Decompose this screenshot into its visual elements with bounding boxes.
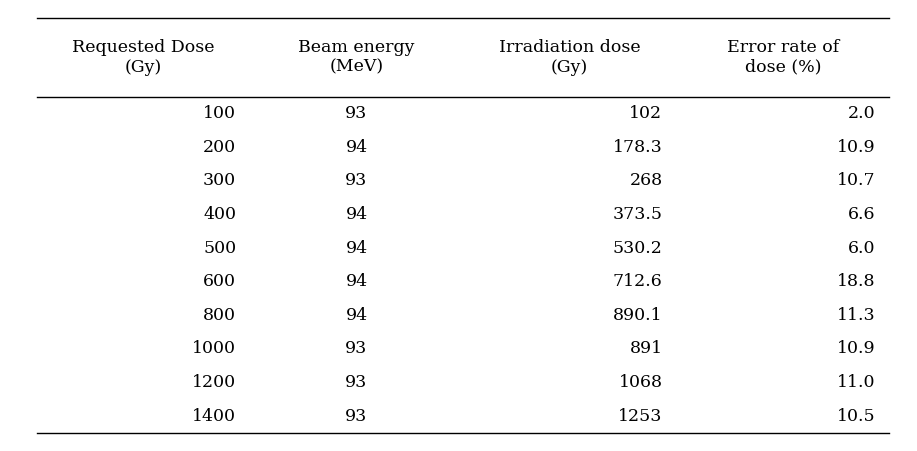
Text: 373.5: 373.5 <box>613 206 662 223</box>
Text: 1200: 1200 <box>192 374 236 391</box>
Text: 600: 600 <box>204 273 236 290</box>
Text: Beam energy
(MeV): Beam energy (MeV) <box>298 39 414 76</box>
Text: 94: 94 <box>346 307 368 324</box>
Text: Error rate of
dose (%): Error rate of dose (%) <box>727 39 839 76</box>
Text: 11.0: 11.0 <box>837 374 876 391</box>
Text: 2.0: 2.0 <box>848 105 876 122</box>
Text: 1068: 1068 <box>619 374 662 391</box>
Text: Irradiation dose
(Gy): Irradiation dose (Gy) <box>499 39 640 76</box>
Text: 6.0: 6.0 <box>848 239 876 257</box>
Text: 200: 200 <box>203 139 236 156</box>
Text: 178.3: 178.3 <box>613 139 662 156</box>
Text: 100: 100 <box>204 105 236 122</box>
Text: 800: 800 <box>204 307 236 324</box>
Text: 1000: 1000 <box>193 341 236 358</box>
Text: 93: 93 <box>346 105 368 122</box>
Text: 891: 891 <box>629 341 662 358</box>
Text: 10.9: 10.9 <box>837 341 876 358</box>
Text: 94: 94 <box>346 273 368 290</box>
Text: 6.6: 6.6 <box>848 206 876 223</box>
Text: 94: 94 <box>346 206 368 223</box>
Text: 1400: 1400 <box>193 408 236 425</box>
Text: Requested Dose
(Gy): Requested Dose (Gy) <box>72 39 215 76</box>
Text: 400: 400 <box>204 206 236 223</box>
Text: 530.2: 530.2 <box>613 239 662 257</box>
Text: 300: 300 <box>203 172 236 189</box>
Text: 93: 93 <box>346 341 368 358</box>
Text: 10.9: 10.9 <box>837 139 876 156</box>
Text: 500: 500 <box>203 239 236 257</box>
Text: 1253: 1253 <box>618 408 662 425</box>
Text: 94: 94 <box>346 239 368 257</box>
Text: 10.7: 10.7 <box>837 172 876 189</box>
Text: 93: 93 <box>346 408 368 425</box>
Text: 18.8: 18.8 <box>837 273 876 290</box>
Text: 11.3: 11.3 <box>837 307 876 324</box>
Text: 10.5: 10.5 <box>837 408 876 425</box>
Text: 712.6: 712.6 <box>613 273 662 290</box>
Text: 268: 268 <box>629 172 662 189</box>
Text: 93: 93 <box>346 374 368 391</box>
Text: 890.1: 890.1 <box>613 307 662 324</box>
Text: 94: 94 <box>346 139 368 156</box>
Text: 102: 102 <box>629 105 662 122</box>
Text: 93: 93 <box>346 172 368 189</box>
